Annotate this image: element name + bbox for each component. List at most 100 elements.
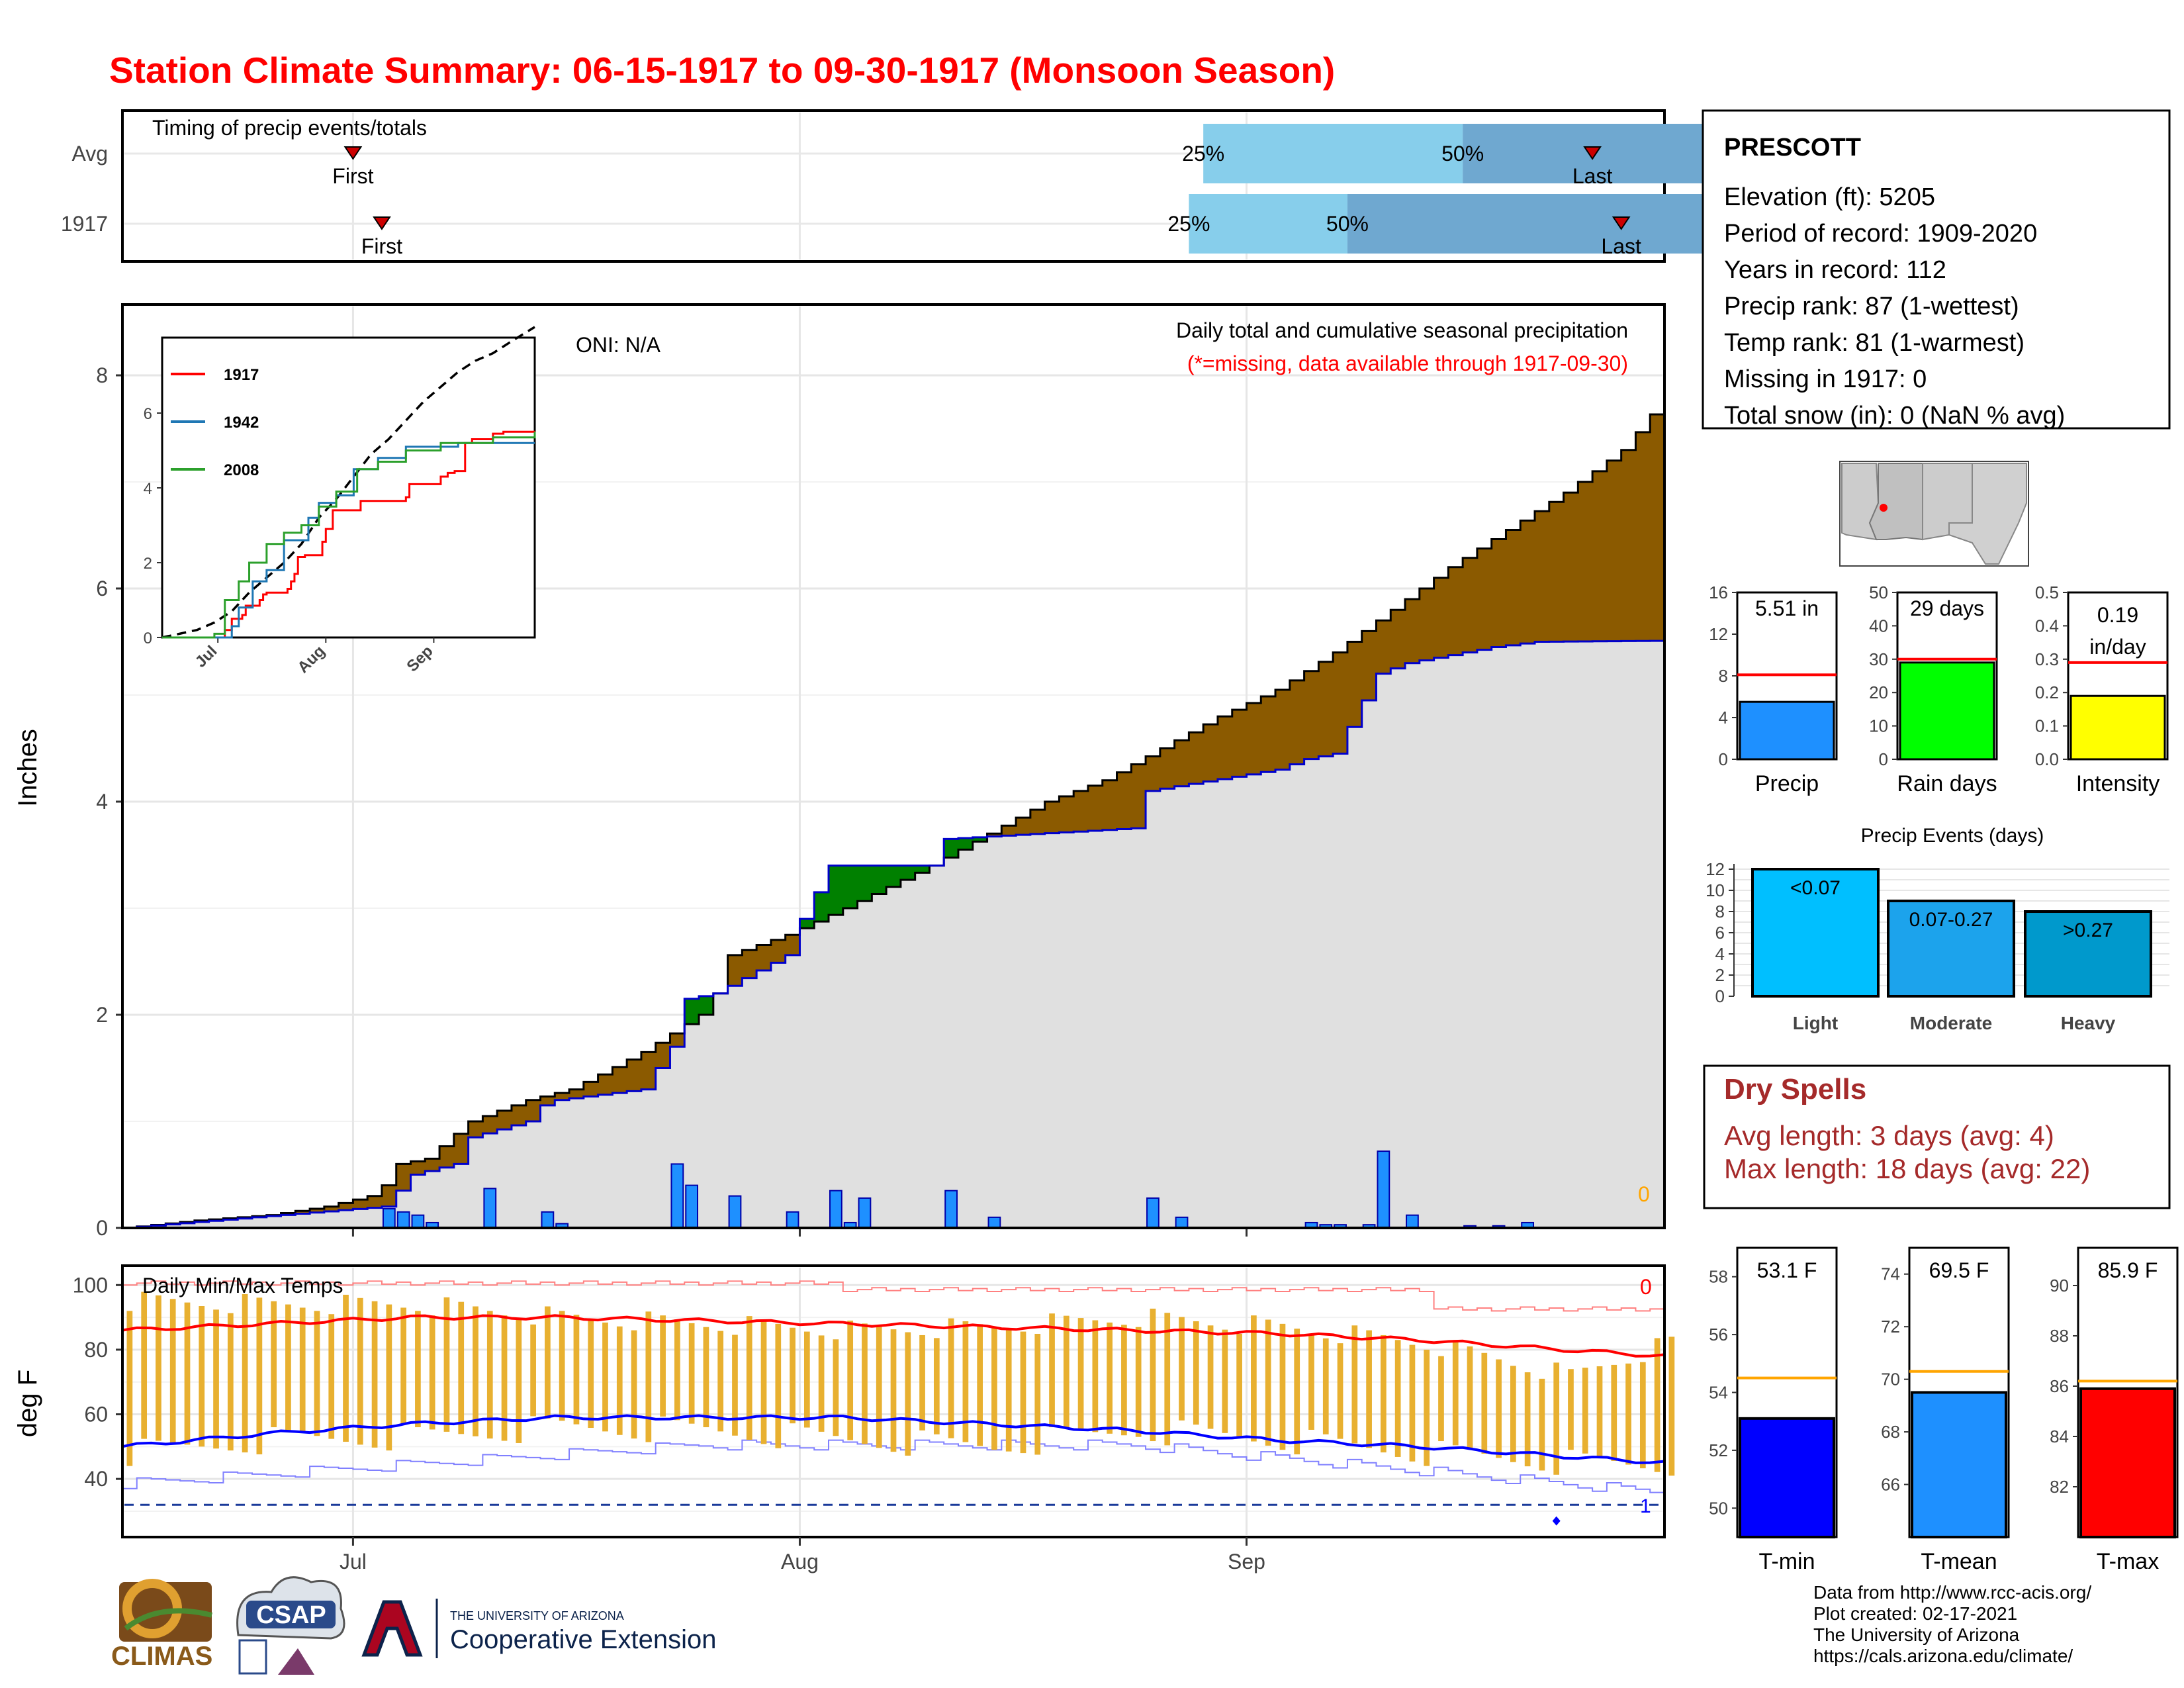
daily-temp-range-bar (314, 1311, 320, 1436)
events-bar-label: Heavy (2061, 1013, 2116, 1033)
temp-bar-value: 85.9 F (2098, 1258, 2158, 1282)
precip-tick-label: 2 (96, 1003, 108, 1027)
daily-temp-range-bar (1179, 1317, 1185, 1421)
daily-temp-range-bar (847, 1320, 854, 1440)
summary-bar-tick-label: 16 (1709, 583, 1728, 602)
daily-temp-range-bar (501, 1315, 508, 1441)
summary-bar (2070, 694, 2166, 761)
daily-temp-range-bar (1092, 1320, 1099, 1432)
daily-temp-range-bar (790, 1327, 796, 1424)
csap-logo-text: CSAP (256, 1601, 326, 1629)
daily-temp-range-bar (1077, 1318, 1084, 1430)
daily-temp-range-bar (1668, 1336, 1675, 1476)
temp-bar (1911, 1391, 2007, 1538)
daily-precip-bar (1406, 1214, 1419, 1229)
daily-temp-range-bar (473, 1306, 478, 1436)
summary-bar-value: 5.51 in (1755, 596, 1819, 620)
daily-temp-range-bar (862, 1323, 868, 1444)
daily-temp-range-bar (1394, 1340, 1401, 1457)
daily-temp-range-bar (1452, 1340, 1459, 1446)
daily-temp-range-bar (328, 1314, 335, 1439)
summary-bar (1899, 661, 1995, 761)
temp-tick-label: 80 (84, 1338, 108, 1362)
precip-tick-label: 4 (96, 790, 108, 814)
inset-y-tick-label: 4 (144, 480, 152, 498)
daily-temp-range-bar (415, 1311, 421, 1428)
timing-q25-label: 25% (1182, 142, 1224, 165)
summary-bar-value: 29 days (1910, 596, 1984, 620)
events-bar-label: Moderate (1910, 1013, 1992, 1033)
summary-bar-tick-label: 50 (1869, 583, 1888, 602)
timing-last-label: Last (1601, 234, 1641, 258)
station-location-dot (1880, 504, 1888, 512)
timing-first-label: First (332, 164, 373, 188)
daily-temp-range-bar (516, 1320, 522, 1443)
station-info-box: PRESCOTT Elevation (ft): 5205 Period of r… (1702, 109, 2171, 430)
summary-bar-tick-label: 8 (1719, 666, 1728, 686)
daily-temp-range-bar (486, 1311, 493, 1439)
daily-temp-range-bar (1207, 1325, 1214, 1429)
summary-bar-tick-label: 10 (1869, 716, 1888, 736)
ua-logo: THE UNIVERSITY OF ARIZONA Cooperative Ex… (361, 1599, 716, 1658)
summary-bar-value: in/day (2089, 635, 2146, 659)
daily-temp-range-bar (588, 1319, 594, 1429)
precip-panel-title: Daily total and cumulative seasonal prec… (1176, 318, 1628, 342)
summary-bar-tick-label: 30 (1869, 649, 1888, 669)
inset-y-tick-label: 2 (144, 555, 152, 573)
daily-temp-range-bar (1063, 1315, 1069, 1429)
month-tick-label: Sep (1228, 1550, 1265, 1573)
daily-temp-range-bar (890, 1329, 897, 1452)
daily-temp-range-bar (530, 1324, 536, 1417)
footer-line: Data from http://www.rcc-acis.org/ (1813, 1582, 2091, 1603)
inset-avg-curve (161, 326, 535, 639)
daily-temp-range-bar (1524, 1372, 1531, 1467)
inset-y-tick-label: 6 (144, 405, 152, 423)
daily-temp-range-bar (833, 1339, 839, 1436)
daily-temp-range-bar (1164, 1313, 1171, 1446)
temp-bar-tick-label: 68 (1881, 1422, 1900, 1442)
events-bar-label: Light (1793, 1013, 1838, 1033)
daily-temp-range-bar (631, 1330, 637, 1439)
daily-temp-range-bar (1438, 1356, 1444, 1442)
timing-last-marker (1583, 146, 1602, 160)
daily-temp-range-bar (919, 1335, 925, 1430)
precip-tick-label: 0 (96, 1216, 108, 1240)
daily-temp-range-bar (1251, 1315, 1257, 1442)
summary-bar-tick-label: 0.0 (2035, 749, 2059, 769)
summary-bar-tick-label: 0.3 (2035, 649, 2059, 669)
daily-temp-range-bar (1424, 1349, 1430, 1466)
daily-temp-range-bar (717, 1331, 724, 1432)
temp-bar-label: T-max (2097, 1549, 2159, 1574)
cumulative-1917-line (122, 639, 1666, 1229)
daily-temp-range-bar (1337, 1343, 1343, 1439)
temp-bar-tick-label: 82 (2050, 1477, 2069, 1497)
inset-legend-label: 2008 (224, 461, 259, 479)
daily-temp-range-bar (948, 1318, 954, 1438)
daily-temp-range-bar (962, 1321, 969, 1442)
daily-temp-range-bar (1121, 1325, 1127, 1436)
temp-bar-tick-label: 58 (1709, 1267, 1728, 1287)
daily-temp-range-bar (1625, 1363, 1631, 1465)
daily-precip-bar (483, 1188, 497, 1229)
daily-temp-range-bar (1279, 1323, 1286, 1450)
precip-tick-label: 8 (96, 363, 108, 387)
events-tick-label: 10 (1706, 880, 1725, 900)
cumulative-1917-area (122, 640, 1664, 1228)
events-bar-category: >0.27 (2063, 919, 2113, 941)
events-bar (2024, 910, 2152, 998)
summary-bar (1739, 700, 1835, 761)
temp-tick-label: 40 (84, 1467, 108, 1491)
temp-bar-tick-label: 74 (1881, 1264, 1900, 1284)
daily-temp-range-bar (746, 1316, 752, 1440)
station-info-line: Missing in 1917: 0 (1724, 365, 1927, 393)
events-tick-label: 0 (1715, 986, 1725, 1006)
timing-first-marker (373, 216, 391, 230)
location-map (1839, 461, 2029, 567)
daily-precip-bar (858, 1197, 872, 1229)
summary-bar-tick-label: 4 (1719, 708, 1728, 727)
tmax-avg-line (122, 1314, 1665, 1358)
daily-temp-range-bar (1322, 1338, 1329, 1434)
temp-bar-tick-label: 66 (1881, 1475, 1900, 1495)
month-tick-label: Aug (781, 1550, 819, 1573)
